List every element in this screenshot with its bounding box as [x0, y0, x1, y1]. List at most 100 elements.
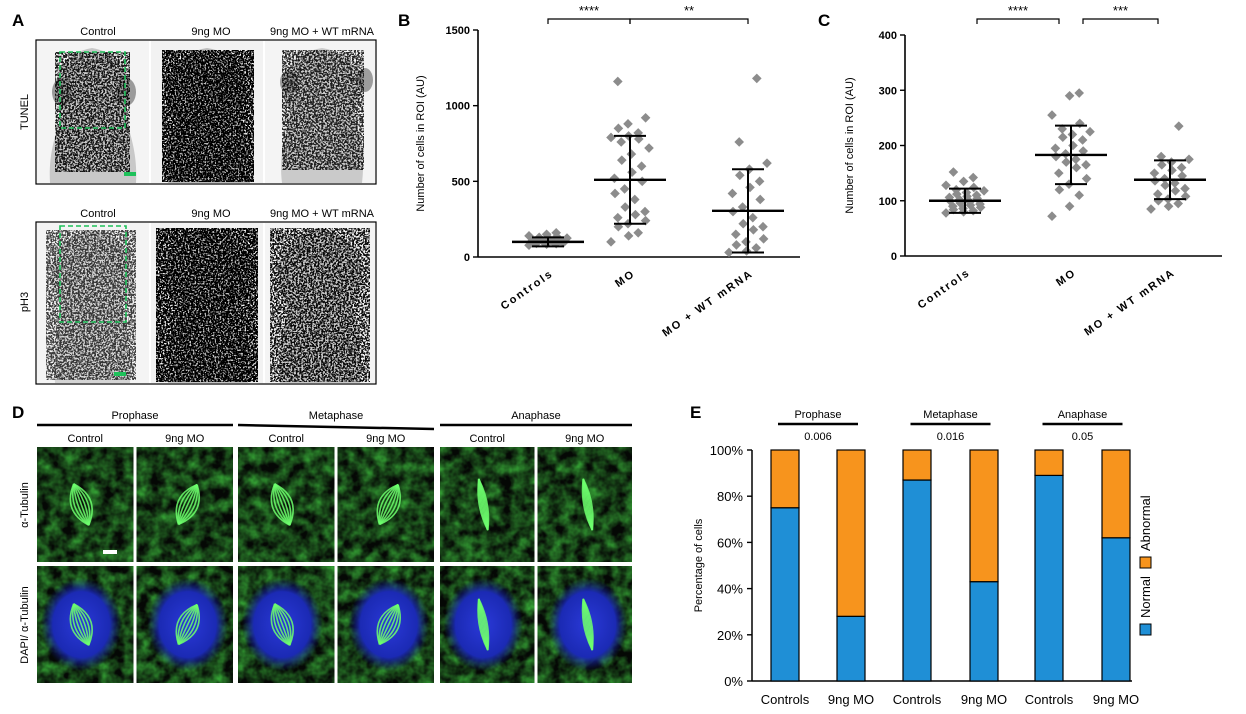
spindle-fiber: [273, 603, 291, 646]
p-value-label: 0.016: [937, 431, 965, 443]
data-point: [636, 161, 647, 172]
data-point: [623, 119, 633, 129]
data-point: [562, 233, 572, 243]
y-axis-label: Number of cells in ROI (AU): [844, 77, 856, 213]
data-point: [1173, 198, 1184, 209]
data-point: [1067, 129, 1078, 140]
spindle-fiber: [379, 484, 401, 526]
legend-swatch-normal: [1139, 623, 1152, 636]
data-point: [616, 137, 627, 147]
tunel-image-rescue: [265, 41, 375, 183]
data-point: [755, 194, 766, 205]
spindle: [581, 478, 594, 531]
data-point: [1184, 154, 1194, 165]
spindle: [270, 483, 294, 526]
row-label-merge: DAPI/ α-Tubulin: [19, 586, 31, 663]
spindle: [376, 603, 401, 646]
data-point: [623, 231, 634, 241]
ph3-col-control: Control: [80, 208, 115, 220]
spindle-fiber: [378, 604, 399, 645]
y-tick-label: 100: [879, 196, 897, 208]
roi-box: [59, 225, 127, 323]
tunel-image-control: [37, 41, 149, 183]
spindle-fiber: [73, 603, 91, 646]
data-point: [627, 167, 637, 178]
spindle: [175, 483, 200, 526]
data-point: [968, 182, 979, 193]
data-point: [1064, 201, 1075, 212]
data-point: [612, 76, 623, 87]
data-point: [951, 184, 962, 195]
spindle-fiber: [378, 604, 399, 645]
data-point: [968, 172, 979, 183]
bar-normal: [902, 479, 932, 682]
group-phase-label: Anaphase: [1058, 409, 1108, 421]
data-point: [640, 206, 650, 217]
y-tick-label: 1000: [446, 101, 470, 113]
scale-bar: [124, 172, 136, 176]
data-point: [948, 167, 959, 177]
y-tick-label: 20%: [717, 628, 743, 643]
spindle-fiber: [72, 603, 90, 646]
data-point: [961, 187, 972, 198]
data-point: [758, 221, 768, 232]
spindle-fiber: [177, 484, 198, 525]
significance-bracket: [976, 18, 1060, 24]
bar-abnormal: [770, 449, 800, 509]
data-point: [734, 170, 745, 181]
spindle-fiber: [177, 484, 198, 525]
data-point: [619, 184, 630, 194]
panel-letter-c: C: [818, 11, 830, 30]
bar-normal: [1101, 537, 1131, 682]
spindle-fiber: [178, 604, 200, 646]
spindle-fiber: [273, 483, 291, 526]
spindle-fiber: [72, 603, 90, 646]
tunel-col-rescue: 9ng MO + WT mRNA: [270, 26, 375, 38]
y-tick-label: 0: [464, 252, 470, 264]
y-tick-label: 0: [891, 251, 897, 263]
data-point: [741, 237, 751, 247]
spindle-fiber: [72, 483, 90, 526]
data-point: [606, 237, 616, 247]
tunel-image-mo: [151, 41, 263, 183]
ph3-image-control: [37, 223, 149, 383]
spindle-fiber: [274, 603, 291, 646]
bar-abnormal: [1034, 449, 1064, 477]
data-point: [1057, 132, 1068, 143]
row-label-tubulin: α-Tubulin: [19, 482, 31, 528]
x-category-label: 9ng MO: [828, 692, 874, 707]
x-category-label: Controls: [499, 268, 556, 313]
spindle-fiber: [378, 484, 399, 525]
tunel-col-mo: 9ng MO: [191, 26, 231, 38]
data-point: [630, 209, 641, 220]
panel-letter-e: E: [690, 403, 701, 422]
spindle: [69, 483, 93, 526]
data-point: [612, 212, 623, 223]
spindle-fiber: [378, 604, 399, 645]
data-point: [1149, 168, 1160, 178]
spindle-fiber: [177, 603, 198, 645]
spindle-fiber: [274, 483, 292, 526]
bar-abnormal: [836, 449, 866, 617]
spindle-fiber: [378, 484, 399, 525]
data-point: [1170, 185, 1181, 196]
data-point: [609, 173, 620, 184]
data-point: [1085, 126, 1095, 137]
spindle-fiber: [273, 483, 291, 526]
significance-label: ****: [1008, 3, 1028, 18]
condition-label: 9ng MO: [565, 433, 605, 445]
spindle: [477, 598, 490, 651]
data-point: [1054, 184, 1065, 195]
spindle-fiber: [71, 603, 90, 646]
data-point: [1081, 173, 1092, 184]
data-point: [1160, 180, 1171, 191]
bar-abnormal: [902, 449, 932, 481]
x-category-label: Controls: [761, 692, 810, 707]
scale-bar: [103, 550, 117, 554]
phase-bracket: [237, 423, 435, 431]
data-point: [1177, 171, 1188, 181]
x-category-label: 9ng MO: [1093, 692, 1139, 707]
spindle-fiber: [71, 483, 90, 526]
data-point: [1078, 146, 1089, 156]
spindle-fiber: [272, 603, 291, 646]
